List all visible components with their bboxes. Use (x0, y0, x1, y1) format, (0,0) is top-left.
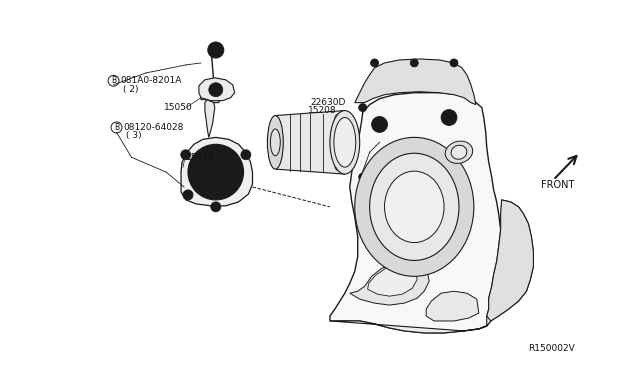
Polygon shape (426, 291, 479, 321)
Polygon shape (205, 100, 215, 137)
Text: B: B (111, 76, 116, 85)
Circle shape (371, 59, 378, 67)
Ellipse shape (270, 129, 280, 156)
Ellipse shape (334, 118, 356, 167)
Circle shape (188, 144, 244, 200)
Ellipse shape (268, 116, 284, 169)
Text: FRONT: FRONT (541, 180, 575, 190)
Circle shape (183, 190, 193, 200)
Polygon shape (199, 78, 235, 101)
Ellipse shape (451, 145, 467, 159)
Polygon shape (350, 262, 429, 305)
Circle shape (450, 59, 458, 67)
Text: 08120-64028: 08120-64028 (124, 123, 184, 132)
Text: 15208: 15208 (308, 106, 337, 115)
Ellipse shape (370, 153, 459, 260)
Text: 15010: 15010 (186, 153, 215, 162)
Circle shape (209, 83, 223, 97)
Text: 081A0-8201A: 081A0-8201A (120, 76, 182, 85)
Circle shape (358, 173, 367, 181)
Text: ( 2): ( 2) (124, 85, 139, 94)
Circle shape (374, 119, 385, 129)
Text: B: B (114, 123, 119, 132)
Ellipse shape (330, 110, 360, 174)
Circle shape (444, 113, 454, 122)
Polygon shape (330, 200, 533, 333)
Text: R150002V: R150002V (529, 344, 575, 353)
Ellipse shape (385, 171, 444, 243)
Circle shape (372, 116, 387, 132)
Circle shape (204, 160, 228, 184)
Polygon shape (275, 110, 345, 174)
Circle shape (211, 202, 221, 212)
Circle shape (358, 104, 367, 112)
Polygon shape (367, 265, 417, 296)
Circle shape (410, 59, 419, 67)
Text: 22630D: 22630D (310, 98, 346, 107)
Circle shape (441, 110, 457, 125)
Polygon shape (201, 87, 221, 103)
Polygon shape (181, 137, 253, 206)
Text: 15050: 15050 (164, 103, 193, 112)
Polygon shape (487, 200, 533, 321)
Polygon shape (355, 59, 476, 105)
Ellipse shape (355, 137, 474, 276)
Polygon shape (330, 93, 502, 333)
Text: ( 3): ( 3) (127, 131, 142, 140)
Circle shape (211, 45, 221, 55)
Ellipse shape (445, 141, 473, 163)
Circle shape (180, 150, 191, 160)
Circle shape (208, 42, 224, 58)
Circle shape (241, 150, 251, 160)
Circle shape (196, 152, 236, 192)
